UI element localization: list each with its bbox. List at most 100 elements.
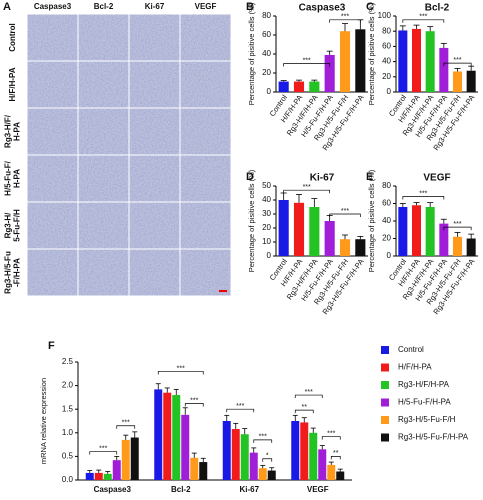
bar [94, 472, 103, 480]
bar [293, 81, 305, 92]
significance-bracket [402, 19, 445, 23]
significance-label: ** [333, 450, 339, 457]
y-tick-label: 20 [382, 72, 391, 81]
legend-label: Rg3-H/5-Fu-F/H [398, 415, 456, 424]
micrograph-texture [78, 249, 129, 296]
bar [339, 31, 351, 92]
y-tick-label: 80 [262, 11, 271, 20]
bar [154, 389, 163, 480]
panel-letter: A [3, 1, 11, 13]
bar [452, 71, 463, 92]
y-axis-label: Percentage of pisitive cells (%) [367, 2, 376, 105]
micrograph-texture [180, 108, 231, 155]
chart-title: Bcl-2 [425, 3, 450, 14]
legend-label: H/F/H-PA [398, 363, 432, 372]
significance-bracket [443, 62, 472, 67]
row-label: H-PA [13, 122, 22, 141]
significance-bracket [330, 456, 341, 460]
x-tick-label: Caspase3 [94, 485, 132, 494]
micrograph-texture [180, 61, 231, 108]
panel-letter: F [48, 340, 55, 352]
bar [278, 81, 289, 92]
y-tick-label: 1.0 [62, 428, 74, 437]
bar [172, 395, 181, 480]
significance-bracket [321, 436, 341, 440]
significance-label: * [266, 453, 269, 460]
row-label: Control [8, 23, 17, 51]
y-tick-label: 20 [382, 234, 391, 243]
legend-swatch [381, 416, 389, 424]
micrograph-texture [78, 61, 129, 108]
bar [190, 457, 199, 480]
y-tick-label: 60 [382, 199, 391, 208]
bar [411, 205, 422, 256]
x-tick-label: Bcl-2 [171, 485, 191, 494]
y-tick-label: 40 [262, 49, 271, 58]
significance-label: *** [327, 430, 335, 437]
y-axis-label: Percentage of pisitive cells (%) [247, 2, 256, 105]
bar [278, 200, 289, 256]
significance-bracket [226, 408, 255, 413]
micrograph-texture [180, 249, 231, 296]
significance-bracket [283, 189, 331, 194]
micrograph-texture [27, 155, 78, 202]
micrograph-texture [78, 108, 129, 155]
micrograph-texture [27, 14, 78, 61]
bar [339, 239, 351, 256]
significance-bracket [89, 451, 118, 455]
significance-label: *** [303, 184, 311, 191]
row-label: Rg3-H/ [4, 212, 13, 239]
significance-bracket [184, 403, 204, 407]
y-tick-label: 40 [382, 216, 391, 225]
y-axis-label: Percentage of pisitive cells (%) [247, 169, 256, 272]
significance-bracket [443, 226, 472, 231]
micrograph-texture [78, 202, 129, 249]
bar [309, 432, 318, 480]
x-tick-label: Ki-67 [239, 485, 259, 494]
bar [112, 460, 121, 480]
legend-swatch [381, 381, 389, 389]
bar [324, 54, 335, 92]
bar [163, 392, 172, 480]
y-tick-label: 2.0 [62, 381, 74, 390]
significance-label: *** [122, 420, 130, 427]
legend-swatch [381, 363, 389, 372]
y-axis-label: mRNA relative expression [39, 378, 48, 464]
column-header: Ki-67 [145, 2, 165, 11]
y-tick-label: 1.5 [62, 404, 74, 413]
significance-label: *** [341, 14, 349, 21]
y-tick-label: 100 [378, 11, 392, 20]
bar [121, 439, 130, 480]
bar [309, 207, 320, 256]
y-tick-label: 40 [262, 195, 271, 204]
y-tick-label: 60 [382, 42, 391, 51]
significance-label: *** [259, 434, 267, 441]
significance-label: *** [453, 221, 461, 228]
significance-bracket [283, 63, 331, 67]
bar [439, 223, 449, 256]
chart-title: Ki-67 [310, 173, 335, 184]
micrograph-texture [129, 14, 180, 61]
significance-bracket [402, 196, 445, 200]
significance-label: ** [302, 404, 308, 411]
significance-bracket [329, 19, 361, 23]
row-label: Rg3-H/F/ [4, 114, 13, 148]
y-tick-label: 80 [382, 26, 391, 35]
bar [231, 429, 240, 480]
chart-title: Caspase3 [299, 3, 346, 14]
bar [181, 414, 190, 480]
bar [309, 81, 320, 92]
row-label: Rg3-H/5-Fu [4, 251, 13, 294]
significance-bracket [294, 409, 314, 414]
bar [327, 464, 336, 480]
micrograph-texture [129, 61, 180, 108]
micrograph-texture [27, 108, 78, 155]
significance-label: *** [341, 208, 349, 215]
y-tick-label: 20 [262, 68, 271, 77]
y-tick-label: 80 [382, 181, 391, 190]
micrograph-texture [78, 155, 129, 202]
y-tick-label: 0.0 [62, 475, 74, 484]
micrograph-texture [129, 155, 180, 202]
bar [355, 29, 366, 92]
significance-bracket [157, 371, 204, 375]
